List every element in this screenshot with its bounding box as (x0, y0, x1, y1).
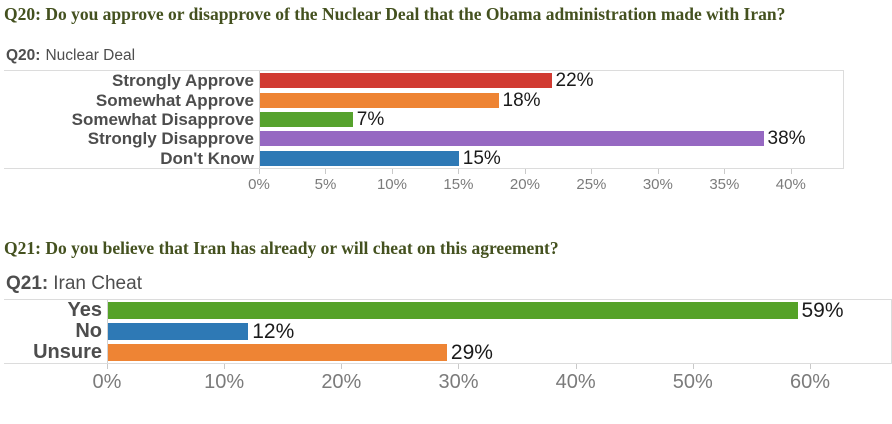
category-label: No (75, 320, 102, 343)
bar-track: 59% (107, 298, 891, 322)
value-label: 38% (767, 128, 806, 150)
q21-question-heading: Q21: Do you believe that Iran has alread… (4, 237, 559, 258)
tick-mark (458, 363, 460, 369)
tick-label: 30% (642, 175, 673, 193)
bar-strongly-approve[interactable] (260, 73, 552, 89)
tick-mark (524, 168, 526, 174)
bar-track: 22% (259, 70, 843, 92)
category-label: Somewhat Approve (95, 90, 254, 110)
tick-label: 25% (576, 175, 607, 193)
tick-mark (809, 363, 811, 369)
tick-mark (259, 168, 260, 174)
bar-no[interactable] (108, 322, 249, 340)
tick-mark (591, 168, 593, 174)
bar-row: Strongly Approve 22% (4, 70, 843, 92)
bar-track: 7% (259, 108, 843, 130)
value-label: 59% (801, 298, 844, 322)
value-label: 29% (450, 340, 493, 364)
tick-label: 20% (321, 370, 362, 393)
chart-q20-plot: Strongly Approve 22% Somewhat Approve 18% So… (4, 70, 844, 199)
tick-mark (107, 363, 108, 369)
chart-q21-title: Q21: Iran Cheat (6, 273, 892, 295)
axis-track: 0% 5% 10% 15% 20% 25% 30% 35% 40% (248, 168, 844, 199)
category-label: Strongly Approve (112, 71, 254, 91)
bar-somewhat-disapprove[interactable] (260, 111, 353, 127)
tick-label: 10% (204, 370, 245, 393)
chart-q20-title-prefix: Q20: (6, 47, 41, 64)
tick-label: 20% (509, 175, 540, 193)
chart-q20-title: Q20: Nuclear Deal (6, 47, 844, 65)
chart-q20-title-text: Nuclear Deal (45, 47, 136, 64)
category-label: Yes (67, 299, 102, 322)
tick-label: 0% (92, 370, 122, 393)
bar-somewhat-approve[interactable] (260, 92, 499, 108)
tick-mark (341, 363, 343, 369)
chart-q21-title-prefix: Q21: (6, 272, 49, 294)
tick-label: 40% (555, 370, 596, 393)
bar-row: No 12% (4, 319, 891, 343)
bar-row: Unsure 29% (4, 340, 891, 364)
x-axis: 0% 10% 20% 30% 40% 50% 60% (4, 363, 892, 400)
bar-track: 12% (107, 319, 891, 343)
value-label: 15% (462, 147, 501, 169)
chart-q21-title-text: Iran Cheat (53, 272, 142, 294)
bar-strongly-disapprove[interactable] (260, 131, 764, 147)
axis-spacer (4, 169, 259, 199)
bar-unsure[interactable] (108, 343, 447, 361)
tick-mark (692, 363, 694, 369)
category-label: Don't Know (160, 148, 254, 168)
bar-track: 38% (259, 128, 843, 150)
tick-label: 5% (314, 175, 337, 193)
tick-mark (458, 168, 460, 174)
axis-track: 0% 10% 20% 30% 40% 50% 60% (93, 363, 892, 400)
bar-track: 18% (259, 89, 843, 111)
bar-yes[interactable] (108, 301, 798, 319)
q20-question-heading: Q20: Do you approve or disapprove of the… (4, 4, 786, 24)
bar-row: Somewhat Approve 18% (4, 89, 843, 111)
tick-label: 60% (789, 370, 830, 393)
tick-mark (790, 168, 792, 174)
tick-label: 35% (709, 175, 740, 193)
chart-q21-iran-cheat: Q21: Iran Cheat Yes 59% No 12% Unsure 29% 0% 10%… (4, 273, 892, 400)
category-label: Strongly Disapprove (87, 129, 254, 149)
plot-area: Yes 59% No 12% Unsure 29% (4, 298, 892, 364)
tick-mark (575, 363, 577, 369)
bar-row: Somewhat Disapprove 7% (4, 108, 843, 130)
value-label: 7% (356, 108, 385, 130)
tick-mark (224, 363, 226, 369)
category-label: Unsure (33, 341, 102, 364)
bar-row: Strongly Disapprove 38% (4, 128, 843, 150)
tick-label: 0% (248, 175, 270, 193)
value-label: 18% (502, 89, 541, 111)
bar-row: Yes 59% (4, 298, 891, 322)
chart-q20-nuclear-deal: Q20: Nuclear Deal Strongly Approve 22% Some… (4, 47, 844, 199)
value-label: 22% (555, 70, 594, 92)
tick-label: 30% (438, 370, 479, 393)
plot-area: Strongly Approve 22% Somewhat Approve 18% So… (4, 70, 844, 169)
category-label: Somewhat Disapprove (71, 109, 254, 129)
chart-q21-plot: Yes 59% No 12% Unsure 29% 0% 10% 20% 30% 40% 50% 60% (4, 298, 892, 400)
axis-spacer (4, 364, 107, 400)
tick-label: 50% (672, 370, 713, 393)
value-label: 12% (252, 319, 295, 343)
x-axis: 0% 5% 10% 15% 20% 25% 30% 35% 40% (4, 168, 844, 199)
bar-don-t-know[interactable] (260, 150, 459, 166)
tick-mark (657, 168, 659, 174)
bar-track: 15% (259, 147, 843, 169)
tick-mark (325, 168, 327, 174)
tick-label: 15% (443, 175, 474, 193)
tick-mark (724, 168, 726, 174)
tick-label: 10% (376, 175, 407, 193)
bar-row: Don't Know 15% (4, 147, 843, 169)
tick-mark (391, 168, 393, 174)
bar-track: 29% (107, 340, 891, 364)
tick-label: 40% (775, 175, 806, 193)
